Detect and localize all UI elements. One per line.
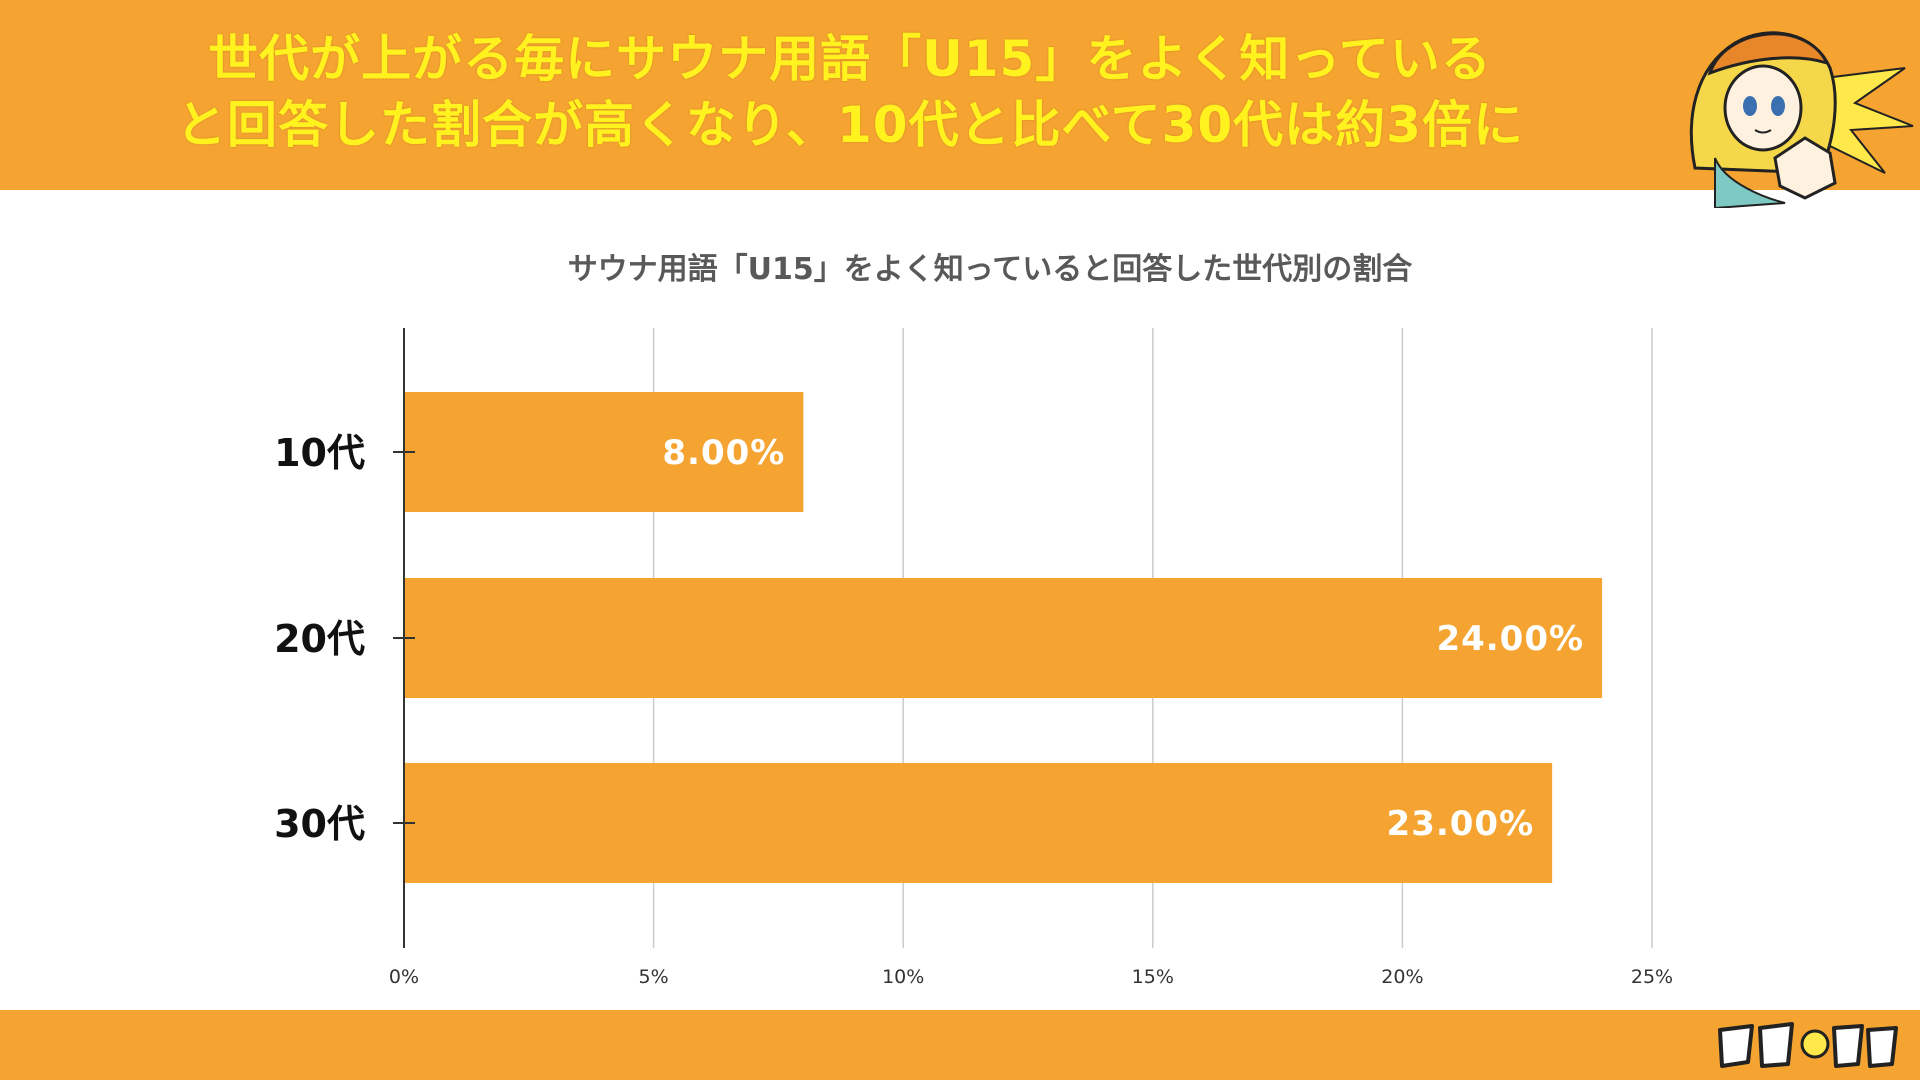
footer-band [0,1010,1920,1080]
category-label: 20代 [274,617,365,661]
brand-logo [1718,1022,1898,1068]
category-label: 30代 [274,802,365,846]
headline: 世代が上がる毎にサウナ用語「U15」をよく知っている と回答した割合が高くなり、… [150,26,1550,158]
chart-title: サウナ用語「U15」をよく知っていると回答した世代別の割合 [567,252,1413,287]
x-tick-label: 15% [1132,966,1174,988]
value-label: 8.00% [662,433,785,473]
headline-line-2: と回答した割合が高くなり、10代と比べて30代は約3倍に [176,96,1524,154]
bar [404,763,1553,883]
x-tick-label: 10% [882,966,924,988]
value-label: 24.00% [1436,619,1584,659]
x-tick-label: 25% [1631,966,1673,988]
bar [404,578,1603,698]
category-label: 10代 [274,431,365,475]
bar-chart: 8.00% 24.00% 23.00% 0% 5% 10% 15% 20% 25% 10代 20代… [274,328,1673,988]
bar [404,392,804,512]
x-tick-label: 20% [1381,966,1423,988]
headline-line-1: 世代が上がる毎にサウナ用語「U15」をよく知っている [208,30,1492,88]
header-banner: 世代が上がる毎にサウナ用語「U15」をよく知っている と回答した割合が高くなり、… [0,0,1920,190]
value-label: 23.00% [1387,804,1535,844]
x-tick-label: 5% [639,966,669,988]
x-tick-label: 0% [389,966,419,988]
mascot-illustration [1689,31,1914,208]
